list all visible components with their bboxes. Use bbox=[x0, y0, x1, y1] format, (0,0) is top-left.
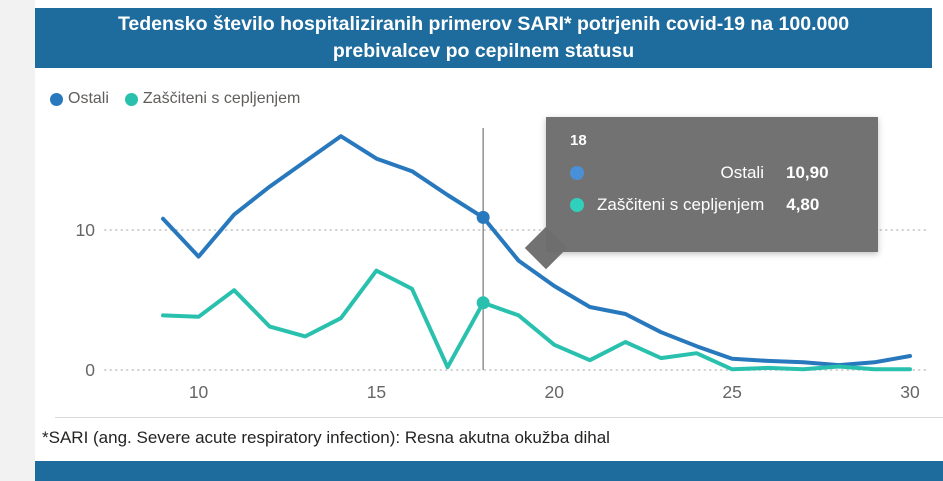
page-title: Tedensko število hospitaliziranih primer… bbox=[117, 13, 850, 62]
legend-dot-icon bbox=[124, 92, 138, 106]
title-banner: Tedensko število hospitaliziranih primer… bbox=[35, 8, 932, 68]
y-axis-tick-label: 0 bbox=[85, 360, 95, 380]
legend-item-ostali[interactable]: Ostali bbox=[50, 90, 109, 108]
x-axis-tick-label: 10 bbox=[189, 382, 209, 402]
next-visual-title-bar bbox=[35, 461, 943, 481]
tooltip-week: 18 bbox=[570, 132, 587, 149]
x-axis-tick-label: 25 bbox=[722, 382, 741, 402]
series-line[interactable] bbox=[161, 268, 912, 372]
tooltip-value: 10,90 bbox=[786, 163, 829, 182]
series-line[interactable] bbox=[161, 134, 912, 368]
legend-dot-icon bbox=[50, 92, 63, 106]
series-dot-icon bbox=[570, 166, 584, 180]
x-axis-tick-label: 15 bbox=[367, 382, 386, 402]
tooltip-label: Ostali bbox=[720, 163, 764, 182]
tooltip-row: Ostali 10,90 bbox=[570, 157, 858, 189]
chart-legend: Ostali Zaščiteni s cepljenjem bbox=[50, 90, 300, 108]
x-axis-tick-label: 30 bbox=[900, 382, 920, 402]
footnote: *SARI (ang. Severe acute respiratory inf… bbox=[42, 428, 610, 447]
x-axis-tick-label: 20 bbox=[545, 382, 565, 402]
tooltip-row: Zaščiteni s cepljenjem 4,80 bbox=[570, 189, 858, 221]
footnote-divider bbox=[55, 417, 943, 418]
series-dot-icon bbox=[570, 198, 584, 212]
tooltip: 18 Ostali 10,90 Zaščiteni s cepljenjem 4… bbox=[524, 117, 878, 270]
chart-card: Tedensko število hospitaliziranih primer… bbox=[35, 0, 943, 462]
data-point-marker[interactable] bbox=[476, 210, 490, 224]
legend-item-label: Zaščiteni s cepljenjem bbox=[142, 90, 301, 107]
y-axis-tick-label: 10 bbox=[76, 220, 96, 240]
tooltip-label: Zaščiteni s cepljenjem bbox=[597, 195, 765, 214]
data-point-marker[interactable] bbox=[476, 296, 490, 310]
legend-item-label: Ostali bbox=[68, 90, 109, 107]
legend-item-zasciteni[interactable]: Zaščiteni s cepljenjem bbox=[124, 90, 301, 108]
tooltip-value: 4,80 bbox=[786, 195, 820, 214]
